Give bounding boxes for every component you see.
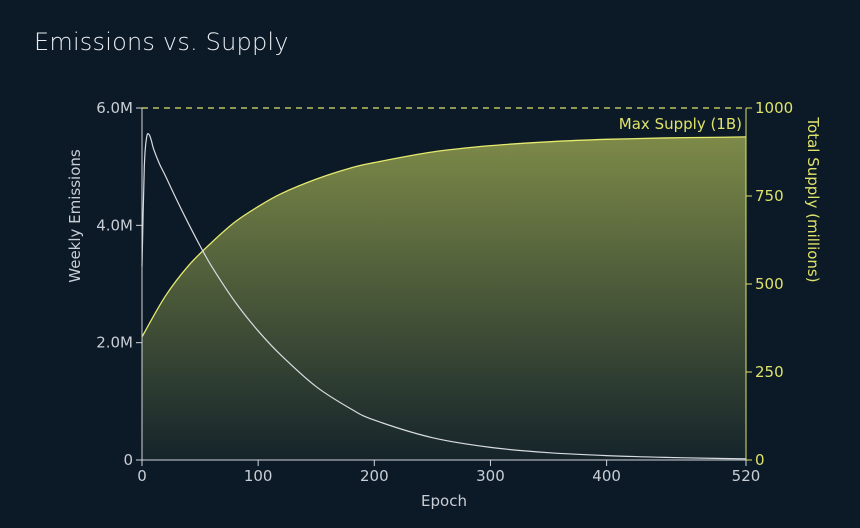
x-tick-label: 300 — [476, 467, 505, 485]
series-line-weekly-emissions — [141, 133, 747, 460]
series-line-total-supply — [141, 136, 747, 338]
x-axis-title: Epoch — [421, 492, 467, 510]
supply-area — [142, 136, 746, 460]
y-axis-left-title: Weekly Emissions — [66, 149, 84, 283]
x-tick-label: 100 — [244, 467, 273, 485]
x-tick-label: 520 — [732, 467, 761, 485]
y-left-tick-label: 4.0M — [96, 216, 133, 234]
x-tick-label: 400 — [592, 467, 621, 485]
x-tick-label: 200 — [360, 467, 389, 485]
y-left-tick-label: 2.0M — [96, 334, 133, 352]
y-right-tick-label: 250 — [755, 363, 784, 381]
chart-title: Emissions vs. Supply — [34, 28, 289, 56]
y-axis-right-title: Total Supply (millions) — [804, 116, 822, 282]
y-right-tick-label: 1000 — [755, 99, 793, 117]
y-right-tick-label: 750 — [755, 187, 784, 205]
y-left-tick-label: 6.0M — [96, 99, 133, 117]
x-tick-label: 0 — [137, 467, 147, 485]
y-right-tick-label: 0 — [755, 451, 765, 469]
y-left-tick-label: 0 — [123, 451, 133, 469]
y-right-tick-label: 500 — [755, 275, 784, 293]
max-supply-label: Max Supply (1B) — [619, 115, 742, 133]
